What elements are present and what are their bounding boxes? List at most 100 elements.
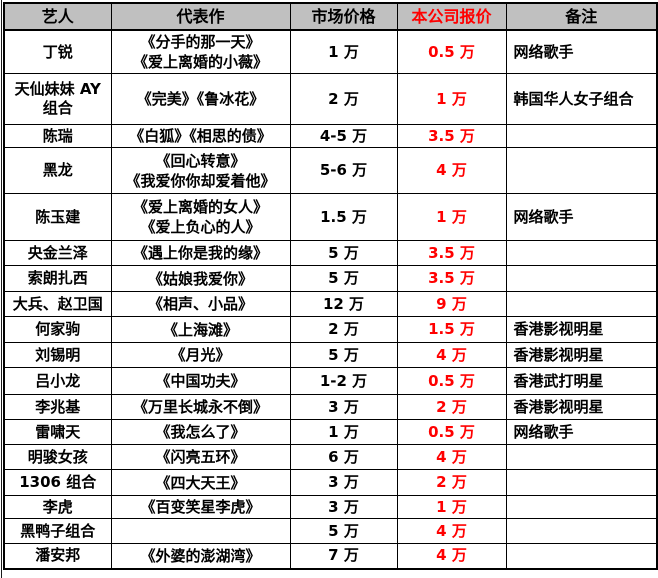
note-cell: 网络歌手 <box>505 193 658 241</box>
market-price-cell: 1 万 <box>289 419 398 445</box>
market-price-cell: 1.5 万 <box>289 193 398 241</box>
note-cell <box>505 147 658 194</box>
note-cell <box>505 124 658 148</box>
works-cell: 《相声、小品》 <box>110 291 291 317</box>
header-works: 代表作 <box>110 2 291 31</box>
artist-cell: 李兆基 <box>3 394 112 420</box>
company-quote-cell: 9 万 <box>396 291 507 317</box>
works-cell: 《分手的那一天》 《爱上离婚的小薇》 <box>110 29 291 74</box>
table-row: 何家驹 《上海滩》 2 万 1.5 万香港影视明星 <box>3 316 658 343</box>
artist-cell: 丁锐 <box>3 29 112 74</box>
market-price-cell: 3 万 <box>289 394 398 420</box>
market-price-cell: 12 万 <box>289 291 398 317</box>
works-cell: 《百变笑星李虎》 <box>110 495 291 519</box>
table-header: 艺人 代表作 市场价格 本公司报价 备注 <box>3 2 658 31</box>
artist-cell: 吕小龙 <box>3 367 112 395</box>
artist-cell: 刘锡明 <box>3 342 112 368</box>
market-price-cell: 7 万 <box>289 543 398 569</box>
market-price-cell: 5 万 <box>289 518 398 544</box>
works-cell: 《遇上你是我的缘》 <box>110 240 291 266</box>
company-quote-cell: 0.5 万 <box>396 367 507 395</box>
header-row: 艺人 代表作 市场价格 本公司报价 备注 <box>3 2 658 31</box>
works-cell: 《闪亮五环》 <box>110 444 291 470</box>
market-price-cell: 1 万 <box>289 29 398 74</box>
artist-cell: 陈玉建 <box>3 193 112 241</box>
market-price-cell: 2 万 <box>289 73 398 125</box>
note-cell <box>505 265 658 292</box>
company-quote-cell: 4 万 <box>396 147 507 194</box>
company-quote-cell: 4 万 <box>396 518 507 544</box>
header-artist: 艺人 <box>3 2 112 31</box>
table-row: 央金兰泽 《遇上你是我的缘》 5 万 3.5 万 <box>3 240 658 266</box>
note-cell: 香港影视明星 <box>505 342 658 368</box>
works-cell: 《完美》《鲁冰花》 <box>110 73 291 125</box>
works-cell: 《中国功夫》 <box>110 367 291 395</box>
artist-cell: 黑龙 <box>3 147 112 194</box>
artist-cell: 雷啸天 <box>3 419 112 445</box>
artist-cell: 陈瑞 <box>3 124 112 148</box>
artist-cell: 天仙妹妹 AY 组合 <box>3 73 112 125</box>
works-cell: 《万里长城永不倒》 <box>110 394 291 420</box>
works-cell: 《回心转意》 《我爱你你却爱着他》 <box>110 147 291 194</box>
price-table-body: 丁锐 《分手的那一天》 《爱上离婚的小薇》 1 万 0.5 万网络歌手 天仙妹妹 AY … <box>3 29 658 569</box>
artist-cell: 1306 组合 <box>3 469 112 496</box>
note-cell <box>505 518 658 544</box>
company-quote-cell: 1 万 <box>396 73 507 125</box>
header-company-quote: 本公司报价 <box>396 2 507 31</box>
market-price-cell: 2 万 <box>289 316 398 343</box>
note-cell <box>505 291 658 317</box>
company-quote-cell: 2 万 <box>396 469 507 496</box>
works-cell <box>110 518 291 544</box>
market-price-cell: 5 万 <box>289 265 398 292</box>
artist-cell: 李虎 <box>3 495 112 519</box>
artist-cell: 潘安邦 <box>3 543 112 569</box>
artist-cell: 央金兰泽 <box>3 240 112 266</box>
company-quote-cell: 4 万 <box>396 444 507 470</box>
works-cell: 《四大天王》 <box>110 469 291 496</box>
works-cell: 《外婆的澎湖湾》 <box>110 543 291 569</box>
company-quote-cell: 4 万 <box>396 543 507 569</box>
note-cell: 香港影视明星 <box>505 316 658 343</box>
market-price-cell: 5 万 <box>289 240 398 266</box>
artist-cell: 明骏女孩 <box>3 444 112 470</box>
table-row: 雷啸天 《我怎么了》 1 万 0.5 万网络歌手 <box>3 419 658 445</box>
company-quote-cell: 4 万 <box>396 342 507 368</box>
company-quote-cell: 3.5 万 <box>396 240 507 266</box>
table-row: 吕小龙 《中国功夫》 1-2 万 0.5 万香港武打明星 <box>3 367 658 395</box>
artist-cell: 何家驹 <box>3 316 112 343</box>
works-cell: 《上海滩》 <box>110 316 291 343</box>
note-cell: 香港影视明星 <box>505 394 658 420</box>
table-row: 丁锐 《分手的那一天》 《爱上离婚的小薇》 1 万 0.5 万网络歌手 <box>3 29 658 74</box>
note-cell: 香港武打明星 <box>505 367 658 395</box>
note-cell: 网络歌手 <box>505 29 658 74</box>
company-quote-cell: 3.5 万 <box>396 124 507 148</box>
table-row: 陈瑞 《白狐》《相思的债》 4-5 万 3.5 万 <box>3 124 658 148</box>
header-market-price: 市场价格 <box>289 2 398 31</box>
note-cell <box>505 495 658 519</box>
market-price-cell: 6 万 <box>289 444 398 470</box>
market-price-cell: 3 万 <box>289 469 398 496</box>
company-quote-cell: 1 万 <box>396 495 507 519</box>
market-price-cell: 4-5 万 <box>289 124 398 148</box>
company-quote-cell: 1.5 万 <box>396 316 507 343</box>
works-cell: 《姑娘我爱你》 <box>110 265 291 292</box>
note-cell <box>505 543 658 569</box>
market-price-cell: 3 万 <box>289 495 398 519</box>
works-cell: 《我怎么了》 <box>110 419 291 445</box>
note-cell <box>505 469 658 496</box>
artist-cell: 索朗扎西 <box>3 265 112 292</box>
note-cell: 网络歌手 <box>505 419 658 445</box>
works-cell: 《爱上离婚的女人》 《爱上负心的人》 <box>110 193 291 241</box>
artist-cell: 黑鸭子组合 <box>3 518 112 544</box>
